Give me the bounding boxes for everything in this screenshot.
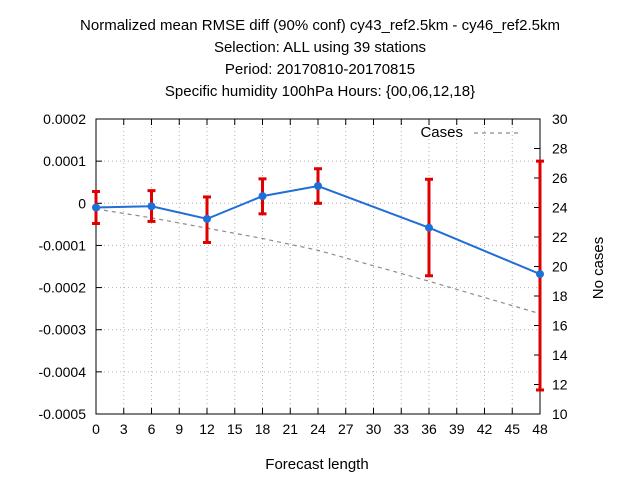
y-tick-label: 0.0002 [43,111,86,127]
y2-tick-label: 28 [552,141,568,157]
y2-tick-label: 18 [552,288,568,304]
x-tick-label: 42 [477,421,493,437]
x-tick-label: 33 [393,421,409,437]
x-tick-label: 36 [421,421,437,437]
axis-ticks: 0 3 6 9 12 15 18 21 24 27 30 33 36 39 42 45 480.00020.00… [39,111,568,437]
y2-tick-label: 30 [552,111,568,127]
y2-tick-label: 14 [552,347,568,363]
y2-tick-label: 16 [552,318,568,334]
x-tick-label: 39 [449,421,465,437]
y-tick-label: 0.0001 [43,153,86,169]
y2-tick-label: 10 [552,406,568,422]
data-point [425,223,433,232]
x-tick-label: 3 [120,421,128,437]
legend: Cases [420,124,521,141]
title-line-2: Selection: ALL using 39 stations [213,39,427,56]
data-point [92,203,100,212]
x-tick-label: 12 [199,421,215,437]
y2-tick-label: 26 [552,170,568,186]
x-tick-label: 18 [255,421,271,437]
x-tick-label: 21 [282,421,298,437]
x-axis-label: Forecast length [265,456,368,473]
title-line-1: Normalized mean RMSE diff (90% conf) cy4… [80,17,560,34]
data-point [203,214,211,223]
x-tick-label: 45 [504,421,520,437]
legend-label-cases: Cases [420,124,463,141]
y2-tick-label: 20 [552,259,568,275]
data-point [536,270,544,279]
y2-tick-label: 12 [552,377,568,393]
y-tick-label: -0.0003 [39,322,87,338]
y-tick-label: -0.0004 [39,364,87,380]
y-tick-label: -0.0005 [39,406,87,422]
cases-series [95,208,541,315]
y2-tick-label: 24 [552,200,568,216]
y-tick-label: -0.0001 [39,237,87,253]
data-point [258,192,267,201]
y-tick-label: -0.0002 [39,280,87,296]
data-point [147,202,156,211]
y2-axis-label: No cases [590,237,607,300]
y-tick-label: 0 [78,195,86,211]
y2-tick-label: 22 [552,229,568,245]
x-tick-label: 6 [148,421,156,437]
title-line-3: Period: 20170810-20170815 [224,61,416,78]
x-tick-label: 27 [338,421,354,437]
x-tick-label: 9 [175,421,183,437]
x-tick-label: 48 [532,421,548,437]
title-line-4: Specific humidity 100hPa Hours: {00,06,1… [164,83,476,100]
x-tick-label: 24 [310,421,326,437]
x-tick-label: 0 [92,421,100,437]
mean-diff-series [92,159,544,392]
x-tick-label: 15 [227,421,243,437]
cases-line [95,208,541,315]
data-point [314,182,322,191]
x-tick-label: 30 [366,421,382,437]
grid [96,119,540,414]
